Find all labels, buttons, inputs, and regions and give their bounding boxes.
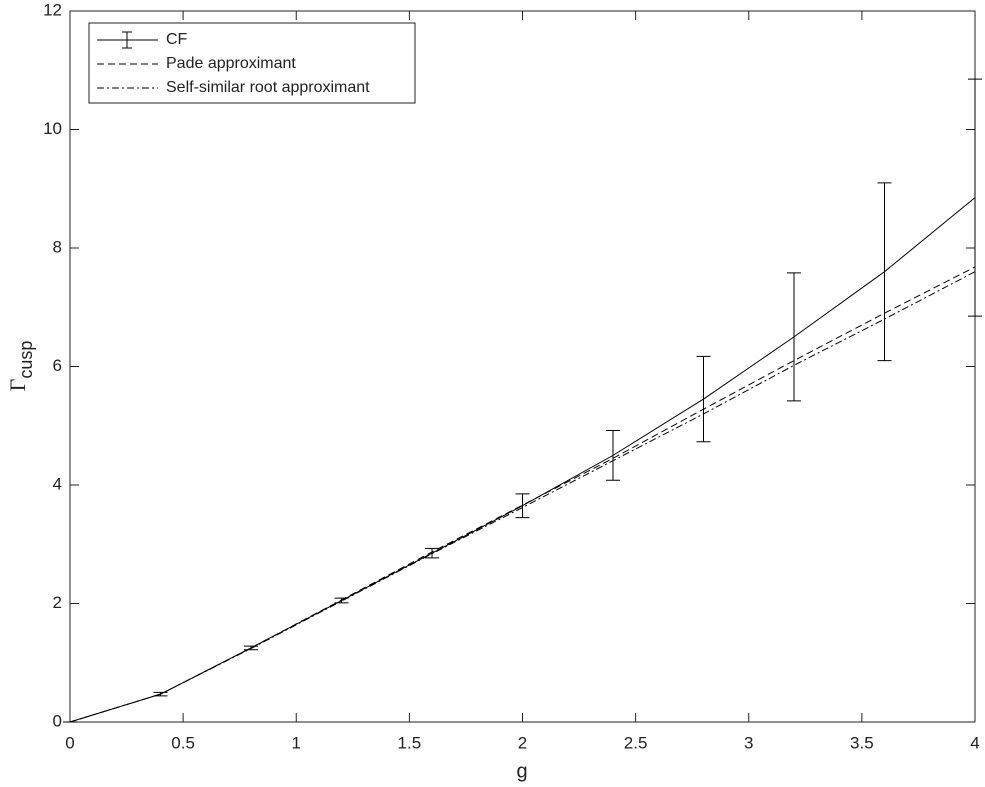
error-bar bbox=[877, 182, 892, 362]
error-bar bbox=[515, 493, 530, 519]
legend-errorbar bbox=[122, 31, 132, 49]
y-tick-label: 8 bbox=[53, 237, 62, 256]
x-tick-label: 3 bbox=[744, 733, 753, 752]
error-bar bbox=[696, 355, 711, 443]
error-bar bbox=[606, 429, 620, 481]
y-tick-label: 12 bbox=[43, 0, 62, 19]
x-tick-label: 2 bbox=[518, 733, 527, 752]
error-bar bbox=[787, 272, 801, 402]
y-tick-label: 6 bbox=[53, 356, 62, 375]
legend-label: Self-similar root approximant bbox=[166, 79, 370, 96]
error-bar bbox=[968, 78, 982, 317]
x-tick-label: 0 bbox=[65, 733, 74, 752]
y-tick-label: 2 bbox=[53, 593, 62, 612]
x-tick-label: 4 bbox=[970, 733, 979, 752]
error-bar bbox=[425, 547, 439, 559]
y-tick-label: 0 bbox=[53, 711, 62, 730]
error-bar bbox=[244, 645, 258, 651]
error-bar bbox=[606, 429, 620, 481]
error-bar bbox=[425, 547, 439, 559]
y-axis-label: Γcusp bbox=[5, 341, 36, 392]
legend-label: Pade approximant bbox=[166, 55, 296, 72]
y-label-symbol: Γ bbox=[5, 378, 30, 391]
error-bar bbox=[968, 78, 982, 317]
y-tick-label: 4 bbox=[53, 474, 62, 493]
error-bar bbox=[696, 355, 711, 443]
y-tick-label: 10 bbox=[43, 119, 62, 138]
x-tick-label: 3.5 bbox=[850, 733, 874, 752]
x-tick-label: 1 bbox=[292, 733, 301, 752]
x-tick-label: 2.5 bbox=[624, 733, 648, 752]
plot-area bbox=[69, 10, 976, 723]
x-tick-label: 0.5 bbox=[171, 733, 195, 752]
error-bar bbox=[244, 645, 258, 651]
error-bar bbox=[877, 182, 892, 362]
y-label-subscript: cusp bbox=[16, 341, 36, 379]
legend-label: CF bbox=[166, 31, 188, 48]
x-axis-label: g bbox=[516, 760, 527, 782]
series-line bbox=[69, 197, 976, 723]
error-bar bbox=[787, 272, 801, 402]
x-tick-label: 1.5 bbox=[398, 733, 422, 752]
error-bar bbox=[515, 493, 530, 519]
series-line bbox=[69, 271, 976, 723]
legend-box bbox=[88, 22, 416, 104]
